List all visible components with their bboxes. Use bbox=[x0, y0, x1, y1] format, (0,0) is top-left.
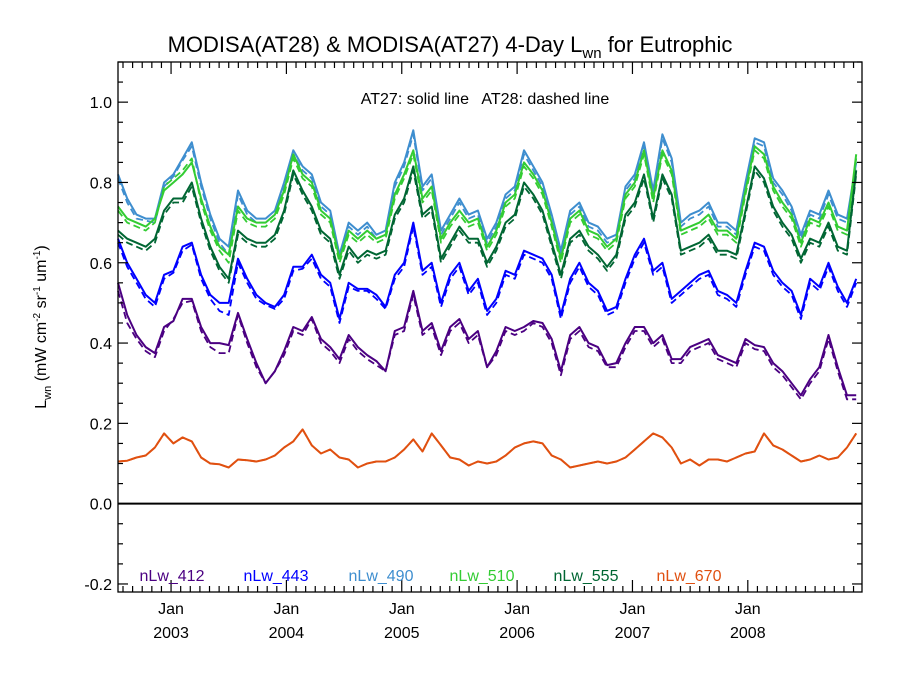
ylabel-unit-part: um bbox=[33, 260, 50, 287]
series-line-at27-nLw_412 bbox=[117, 282, 857, 397]
series-line-at27-nLw_510 bbox=[117, 145, 858, 260]
line-style-note: AT27: solid line AT28: dashed line bbox=[361, 91, 610, 108]
legend-entry-nLw_510: nLw_510 bbox=[450, 568, 515, 585]
y-tick-label: -0.2 bbox=[84, 577, 112, 594]
y-tick-label: 0.0 bbox=[90, 497, 112, 514]
x-tick-month: Jan bbox=[389, 601, 415, 618]
series-line-at28-nLw_443 bbox=[117, 225, 858, 324]
y-tick-label: 1.0 bbox=[90, 95, 112, 112]
ylabel-superscript: -2 bbox=[32, 312, 43, 321]
x-tick-year: 2005 bbox=[384, 625, 420, 642]
series-line-at28-nLw_670 bbox=[117, 428, 857, 469]
ylabel-unit-part: sr bbox=[33, 294, 50, 312]
axes: -0.2 0.0 0.2 0.4 0.6 0.8 1.0 Jan 2003 Jan 2004 Jan 2… bbox=[84, 61, 863, 642]
series-nLw_670 bbox=[117, 428, 858, 469]
x-tick-month: Jan bbox=[504, 601, 530, 618]
series-nLw_510 bbox=[117, 145, 858, 264]
ylabel-superscript: -1 bbox=[32, 250, 43, 259]
x-tick-year: 2008 bbox=[730, 625, 766, 642]
x-tick-month: Jan bbox=[158, 601, 184, 618]
y-axis-label: Lwn (mW cm-2 sr-1 um-1) bbox=[32, 245, 54, 408]
x-tick-year: 2003 bbox=[153, 625, 189, 642]
series-line-at28-nLw_510 bbox=[117, 149, 858, 264]
title-subscript: wn bbox=[581, 45, 601, 62]
chart-note: AT27: solid line AT28: dashed line bbox=[361, 91, 610, 108]
ylabel-subscript: wn bbox=[42, 386, 54, 401]
ylabel-unit-part: ) bbox=[33, 245, 50, 250]
ylabel-unit-part: (mW cm bbox=[33, 322, 50, 386]
chart-title: MODISA(AT28) & MODISA(AT27) 4-Day Lwn fo… bbox=[168, 32, 733, 62]
x-tick-year: 2006 bbox=[499, 625, 535, 642]
x-tick-year: 2004 bbox=[269, 625, 305, 642]
legend-entry-nLw_412: nLw_412 bbox=[140, 568, 205, 585]
x-tick-year: 2007 bbox=[615, 625, 651, 642]
legend-entry-nLw_443: nLw_443 bbox=[244, 568, 309, 585]
plot-area bbox=[117, 129, 858, 469]
series-line-at27-nLw_555 bbox=[117, 165, 858, 280]
title-text: MODISA(AT28) & MODISA(AT27) 4-Day Lwn fo… bbox=[168, 32, 733, 62]
series-nLw_443 bbox=[117, 221, 858, 324]
ylabel-base: L bbox=[33, 400, 50, 409]
legend-entry-nLw_670: nLw_670 bbox=[657, 568, 722, 585]
series-line-at27-nLw_490 bbox=[117, 129, 858, 256]
y-axis-label-text: Lwn (mW cm-2 sr-1 um-1) bbox=[32, 245, 54, 408]
legend: nLw_412 nLw_443 nLw_490 nLw_510 nLw_555 nLw_6… bbox=[140, 568, 722, 585]
legend-entry-nLw_490: nLw_490 bbox=[349, 568, 414, 585]
y-tick-label: 0.6 bbox=[90, 256, 112, 273]
series-nLw_412 bbox=[117, 282, 857, 401]
title-main: MODISA(AT28) & MODISA(AT27) 4-Day L bbox=[168, 32, 583, 57]
title-suffix: for Eutrophic bbox=[602, 32, 733, 57]
y-tick-label: 0.8 bbox=[90, 175, 112, 192]
ylabel-superscript: -1 bbox=[32, 286, 43, 295]
y-tick-label: 0.4 bbox=[90, 336, 112, 353]
series-line-at27-nLw_670 bbox=[117, 428, 858, 469]
legend-entry-nLw_555: nLw_555 bbox=[554, 568, 619, 585]
series-line-at28-nLw_555 bbox=[117, 169, 858, 284]
series-line-at28-nLw_490 bbox=[117, 133, 858, 260]
x-tick-month: Jan bbox=[620, 601, 646, 618]
series-line-at27-nLw_443 bbox=[117, 221, 858, 320]
series-nLw_490 bbox=[117, 129, 858, 260]
y-tick-label: 0.2 bbox=[90, 416, 112, 433]
x-tick-month: Jan bbox=[735, 601, 761, 618]
series-nLw_555 bbox=[117, 165, 858, 284]
x-tick-month: Jan bbox=[274, 601, 300, 618]
plot-frame bbox=[117, 61, 863, 593]
